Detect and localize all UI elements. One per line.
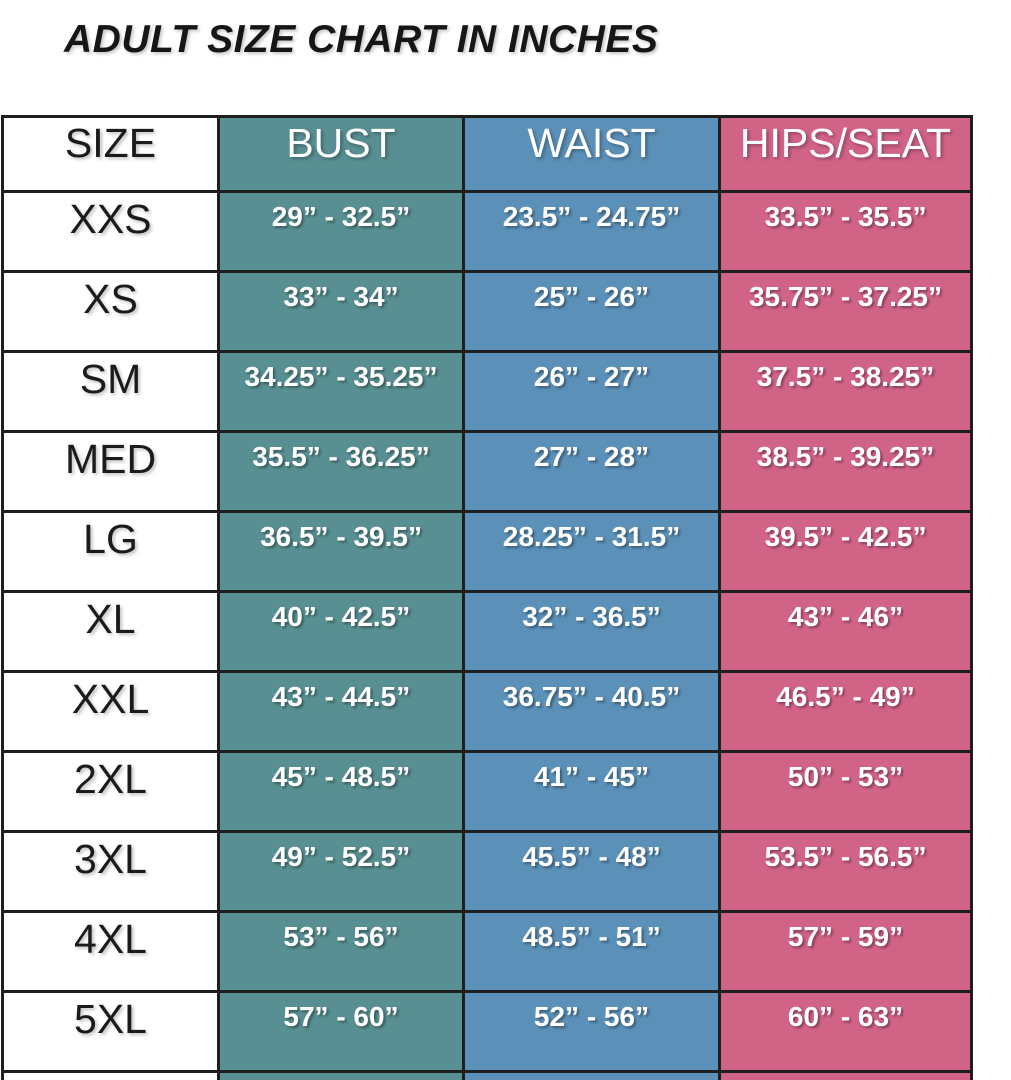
partial-waist-cell xyxy=(465,1073,718,1080)
size-cell: XXL xyxy=(4,673,217,750)
table-row: SM 34.25” - 35.25” 26” - 27” 37.5” - 38.25” xyxy=(4,353,970,430)
hips-cell: 43” - 46” xyxy=(721,593,970,670)
waist-cell: 26” - 27” xyxy=(465,353,718,430)
waist-cell: 48.5” - 51” xyxy=(465,913,718,990)
page-title: ADULT SIZE CHART IN INCHES xyxy=(64,18,659,61)
table-row: XXL 43” - 44.5” 36.75” - 40.5” 46.5” - 49” xyxy=(4,673,970,750)
hips-cell: 38.5” - 39.25” xyxy=(721,433,970,510)
size-cell: 4XL xyxy=(4,913,217,990)
bust-cell: 57” - 60” xyxy=(220,993,462,1070)
table-row: 4XL 53” - 56” 48.5” - 51” 57” - 59” xyxy=(4,913,970,990)
size-cell: XL xyxy=(4,593,217,670)
table-row: 2XL 45” - 48.5” 41” - 45” 50” - 53” xyxy=(4,753,970,830)
partial-size-cell xyxy=(4,1073,217,1080)
waist-cell: 52” - 56” xyxy=(465,993,718,1070)
table-row: XXS 29” - 32.5” 23.5” - 24.75” 33.5” - 35.5… xyxy=(4,193,970,270)
size-cell: SM xyxy=(4,353,217,430)
bust-cell: 53” - 56” xyxy=(220,913,462,990)
bust-cell: 45” - 48.5” xyxy=(220,753,462,830)
column-header-size: SIZE xyxy=(4,118,217,190)
partial-hips-cell xyxy=(721,1073,970,1080)
column-header-hips-seat: HIPS/SEAT xyxy=(721,118,970,190)
bust-cell: 49” - 52.5” xyxy=(220,833,462,910)
waist-cell: 25” - 26” xyxy=(465,273,718,350)
table-body: XXS 29” - 32.5” 23.5” - 24.75” 33.5” - 35.5… xyxy=(4,193,970,1070)
table-row: 5XL 57” - 60” 52” - 56” 60” - 63” xyxy=(4,993,970,1070)
hips-cell: 60” - 63” xyxy=(721,993,970,1070)
waist-cell: 23.5” - 24.75” xyxy=(465,193,718,270)
size-cell: 5XL xyxy=(4,993,217,1070)
column-header-waist: WAIST xyxy=(465,118,718,190)
bust-cell: 29” - 32.5” xyxy=(220,193,462,270)
size-cell: XXS xyxy=(4,193,217,270)
waist-cell: 36.75” - 40.5” xyxy=(465,673,718,750)
table-row: XS 33” - 34” 25” - 26” 35.75” - 37.25” xyxy=(4,273,970,350)
column-header-bust: BUST xyxy=(220,118,462,190)
hips-cell: 50” - 53” xyxy=(721,753,970,830)
waist-cell: 28.25” - 31.5” xyxy=(465,513,718,590)
partial-bust-cell xyxy=(220,1073,462,1080)
size-cell: 2XL xyxy=(4,753,217,830)
hips-cell: 39.5” - 42.5” xyxy=(721,513,970,590)
bust-cell: 33” - 34” xyxy=(220,273,462,350)
table-row: LG 36.5” - 39.5” 28.25” - 31.5” 39.5” - 42.… xyxy=(4,513,970,590)
hips-cell: 46.5” - 49” xyxy=(721,673,970,750)
table-row: XL 40” - 42.5” 32” - 36.5” 43” - 46” xyxy=(4,593,970,670)
table-row: MED 35.5” - 36.25” 27” - 28” 38.5” - 39.25” xyxy=(4,433,970,510)
bust-cell: 40” - 42.5” xyxy=(220,593,462,670)
header-row: SIZE BUST WAIST HIPS/SEAT xyxy=(4,118,970,190)
table-row: 3XL 49” - 52.5” 45.5” - 48” 53.5” - 56.5” xyxy=(4,833,970,910)
size-cell: LG xyxy=(4,513,217,590)
waist-cell: 32” - 36.5” xyxy=(465,593,718,670)
waist-cell: 41” - 45” xyxy=(465,753,718,830)
hips-cell: 33.5” - 35.5” xyxy=(721,193,970,270)
bust-cell: 36.5” - 39.5” xyxy=(220,513,462,590)
partial-row xyxy=(4,1073,970,1080)
hips-cell: 53.5” - 56.5” xyxy=(721,833,970,910)
size-cell: 3XL xyxy=(4,833,217,910)
size-cell: MED xyxy=(4,433,217,510)
bust-cell: 35.5” - 36.25” xyxy=(220,433,462,510)
waist-cell: 27” - 28” xyxy=(465,433,718,510)
bust-cell: 43” - 44.5” xyxy=(220,673,462,750)
hips-cell: 37.5” - 38.25” xyxy=(721,353,970,430)
bust-cell: 34.25” - 35.25” xyxy=(220,353,462,430)
waist-cell: 45.5” - 48” xyxy=(465,833,718,910)
size-chart-table: SIZE BUST WAIST HIPS/SEAT XXS 29” - 32.5”… xyxy=(1,115,973,1080)
hips-cell: 57” - 59” xyxy=(721,913,970,990)
hips-cell: 35.75” - 37.25” xyxy=(721,273,970,350)
size-cell: XS xyxy=(4,273,217,350)
